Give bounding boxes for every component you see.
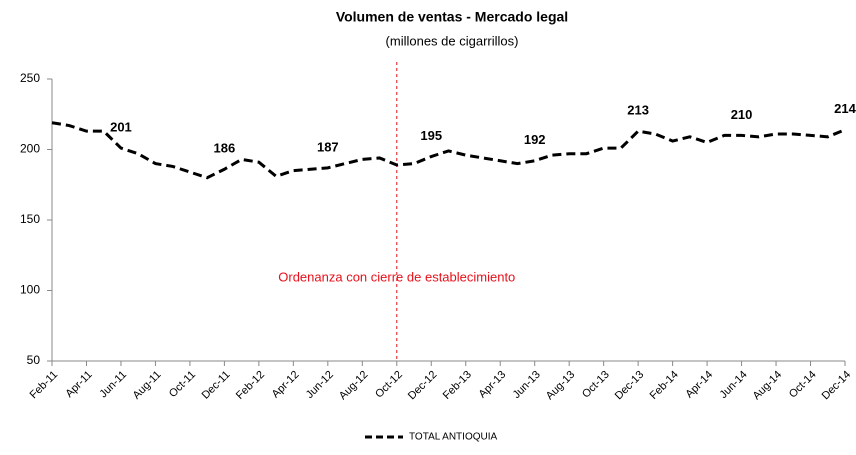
x-tick-label: Dec-11: [200, 369, 233, 402]
data-line: [51, 121, 846, 180]
y-tick-label: 150: [20, 212, 40, 226]
x-tick-label: Jun-14: [717, 369, 749, 401]
data-label: 195: [420, 128, 442, 143]
y-tick-label: 250: [20, 71, 40, 85]
x-tick-label: Oct-11: [167, 369, 198, 400]
x-tick-label: Feb-14: [648, 369, 681, 402]
data-label: 210: [731, 107, 753, 122]
x-tick-label: Aug-14: [751, 369, 785, 403]
data-label: 186: [214, 141, 236, 156]
chart-subtitle: (millones de cigarrillos): [386, 33, 519, 48]
x-tick-label: Apr-12: [270, 369, 302, 401]
x-tick-label: Dec-13: [613, 369, 647, 403]
data-label: 187: [317, 139, 339, 154]
chart-title: Volumen de ventas - Mercado legal: [336, 9, 568, 25]
legend-label: TOTAL ANTIOQUIA: [409, 432, 497, 443]
x-tick-label: Aug-13: [544, 369, 578, 403]
x-tick-label: Feb-12: [234, 369, 267, 402]
x-tick-label: Apr-11: [63, 369, 94, 400]
x-tick-label: Apr-14: [683, 369, 715, 401]
x-tick-label: Aug-11: [131, 369, 164, 402]
x-tick-label: Feb-13: [441, 369, 474, 402]
data-label: 214: [834, 101, 856, 116]
x-tick-label: Aug-12: [337, 369, 371, 403]
x-tick-label: Oct-13: [580, 369, 612, 401]
data-label: 201: [110, 120, 132, 135]
x-tick-label: Jun-13: [511, 369, 543, 401]
y-tick-label: 200: [20, 142, 40, 156]
x-tick-label: Oct-12: [373, 369, 405, 401]
x-tick-label: Dec-14: [820, 369, 854, 403]
data-label: 213: [627, 103, 649, 118]
x-tick-label: Jun-12: [304, 369, 336, 401]
data-label: 192: [524, 132, 546, 147]
x-tick-label: Oct-14: [787, 369, 819, 401]
y-tick-label: 50: [27, 353, 41, 367]
x-tick-label: Apr-13: [477, 369, 509, 401]
x-tick-label: Jun-11: [97, 369, 129, 401]
x-tick-label: Feb-11: [28, 369, 61, 402]
y-tick-label: 100: [20, 283, 40, 297]
x-tick-label: Dec-12: [406, 369, 440, 403]
event-label: Ordenanza con cierre de establecimiento: [278, 269, 515, 284]
